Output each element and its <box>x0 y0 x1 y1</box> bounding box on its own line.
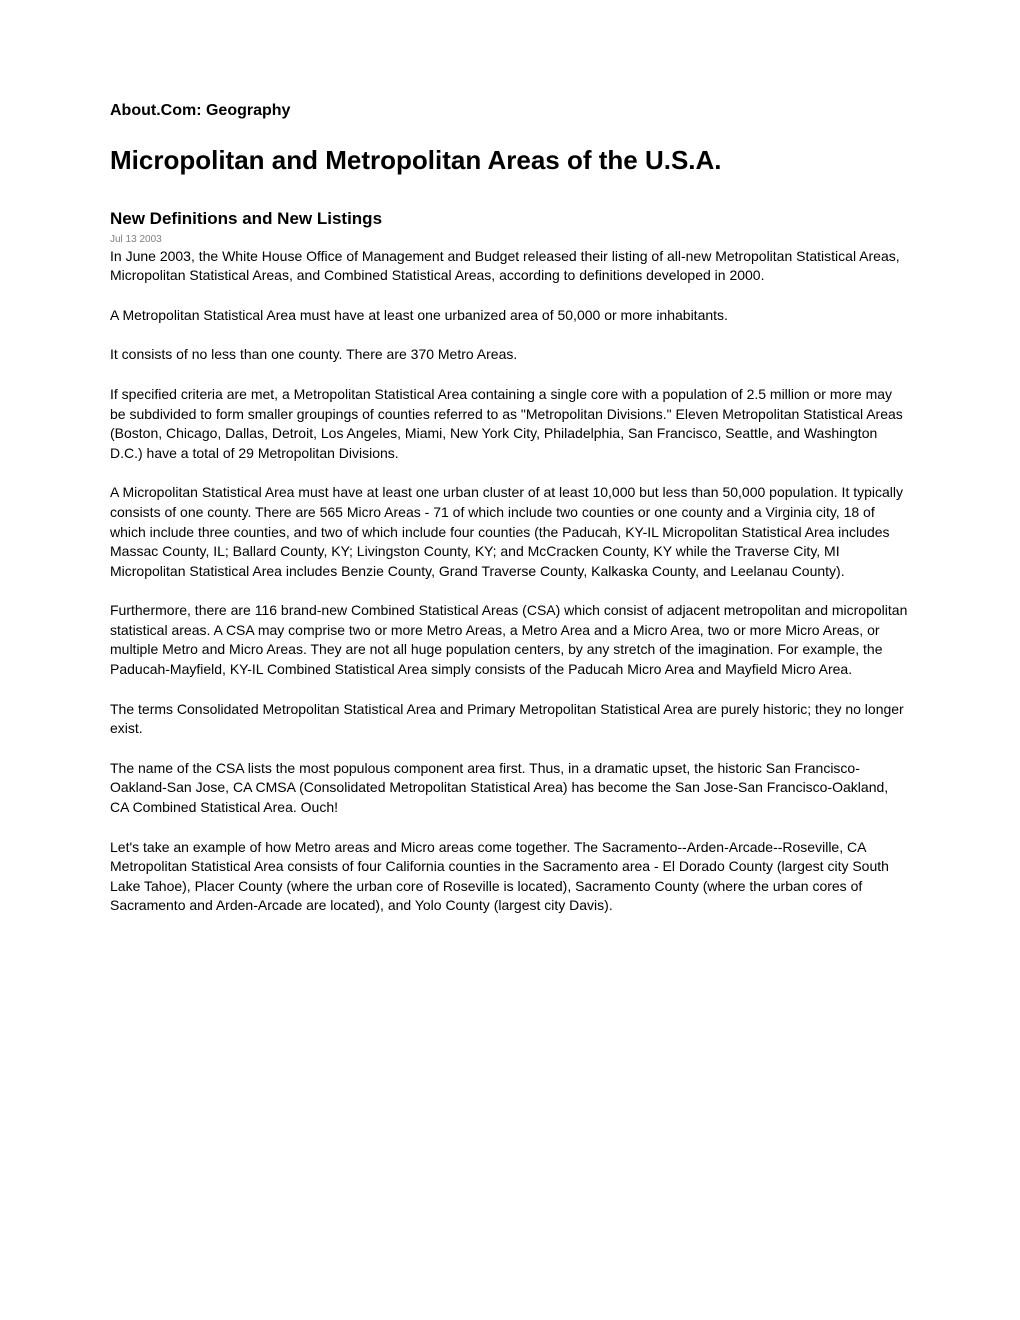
page-title: Micropolitan and Metropolitan Areas of t… <box>110 142 910 178</box>
article-body: In June 2003, the White House Office of … <box>110 247 910 916</box>
paragraph: A Micropolitan Statistical Area must hav… <box>110 483 910 581</box>
paragraph: The terms Consolidated Metropolitan Stat… <box>110 700 910 739</box>
subtitle: New Definitions and New Listings <box>110 207 910 231</box>
paragraph: If specified criteria are met, a Metropo… <box>110 385 910 463</box>
article-date: Jul 13 2003 <box>110 233 910 247</box>
paragraph: Furthermore, there are 116 brand-new Com… <box>110 601 910 679</box>
site-header: About.Com: Geography <box>110 100 910 122</box>
paragraph: It consists of no less than one county. … <box>110 345 910 365</box>
paragraph: In June 2003, the White House Office of … <box>110 247 910 286</box>
paragraph: A Metropolitan Statistical Area must hav… <box>110 306 910 326</box>
paragraph: The name of the CSA lists the most popul… <box>110 759 910 818</box>
paragraph: Let's take an example of how Metro areas… <box>110 838 910 916</box>
